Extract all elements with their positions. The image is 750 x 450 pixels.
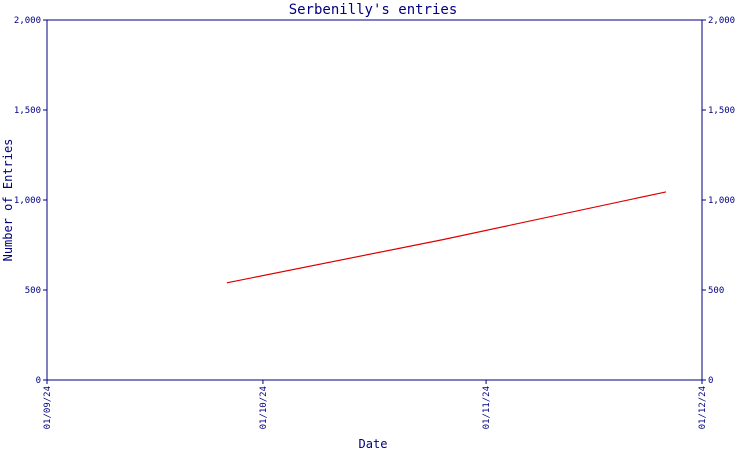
y-tick-label-left: 0 [36,376,41,386]
chart-title: Serbenilly's entries [289,2,458,18]
y-tick-label-left: 2,000 [14,16,41,26]
y-tick-label-right: 1,000 [708,196,735,206]
series-line [226,191,667,284]
x-axis-label: Date [359,437,388,450]
y-tick-label-right: 1,500 [708,106,735,116]
x-tick-label: 01/12/24 [698,386,708,429]
x-tick-label: 01/10/24 [259,386,269,429]
y-tick-label-left: 1,500 [14,106,41,116]
y-tick-label-left: 1,000 [14,196,41,206]
y-tick-label-left: 500 [25,286,41,296]
y-axis-right: 0 500 1,000 1,500 2,000 [702,16,735,386]
x-axis: 01/09/24 01/10/24 01/11/24 01/12/24 [43,380,708,429]
x-tick-label: 01/09/24 [43,386,53,429]
y-tick-label-right: 0 [708,376,713,386]
y-tick-label-right: 2,000 [708,16,735,26]
y-axis-left: 0 500 1,000 1,500 2,000 [14,16,47,386]
series-layer [226,191,667,284]
plot-frame [46,19,703,381]
x-tick-label: 01/11/24 [482,386,492,429]
y-tick-label-right: 500 [708,286,724,296]
y-axis-label: Number of Entries [1,139,15,262]
